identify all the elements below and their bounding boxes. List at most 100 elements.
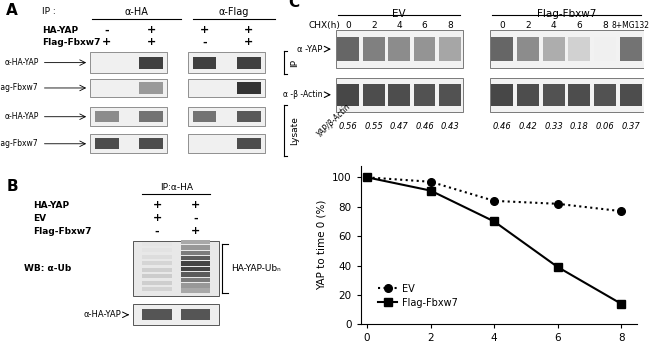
Text: +: + <box>200 26 209 36</box>
Text: 0.46: 0.46 <box>415 122 434 131</box>
Bar <box>181 278 210 282</box>
Text: YAP/β-Actin: YAP/β-Actin <box>315 101 353 139</box>
Bar <box>181 256 210 260</box>
Text: +: + <box>244 37 254 47</box>
Text: EV: EV <box>393 9 406 19</box>
Bar <box>237 138 261 149</box>
Flag-Fbxw7 <box>554 265 562 269</box>
Bar <box>181 250 210 255</box>
Text: +: + <box>146 37 156 47</box>
Bar <box>142 281 172 285</box>
Text: 2: 2 <box>525 21 531 30</box>
Bar <box>192 57 216 69</box>
Text: B: B <box>6 179 18 194</box>
Text: IP:α-HA: IP:α-HA <box>160 183 193 192</box>
Bar <box>543 37 565 61</box>
Flag-Fbxw7 <box>363 175 371 179</box>
Text: +: + <box>191 200 200 210</box>
Bar <box>90 107 168 126</box>
Bar <box>237 82 261 93</box>
Text: IP :: IP : <box>42 7 55 17</box>
Text: 2: 2 <box>371 21 376 30</box>
Bar <box>414 37 436 61</box>
Text: HA-YAP-Ubₙ: HA-YAP-Ubₙ <box>231 264 281 273</box>
Bar <box>139 138 163 149</box>
Y-axis label: YAP to time 0 (%): YAP to time 0 (%) <box>317 200 326 290</box>
Bar <box>142 274 172 278</box>
Text: A: A <box>6 3 18 18</box>
Bar <box>181 240 210 244</box>
Text: 0.46: 0.46 <box>493 122 512 131</box>
Bar <box>90 52 168 73</box>
Bar <box>335 78 463 112</box>
Bar <box>237 111 261 122</box>
Text: 8: 8 <box>447 21 453 30</box>
Bar <box>335 30 463 68</box>
Bar <box>181 245 210 250</box>
Text: 8: 8 <box>602 21 608 30</box>
Bar <box>363 37 385 61</box>
Bar <box>363 84 385 106</box>
Text: 6: 6 <box>577 21 582 30</box>
Text: 0.47: 0.47 <box>390 122 408 131</box>
Text: 0: 0 <box>345 21 351 30</box>
Text: -: - <box>155 226 159 236</box>
Text: 0.43: 0.43 <box>441 122 460 131</box>
Text: 0.06: 0.06 <box>595 122 614 131</box>
Text: HA-YAP: HA-YAP <box>42 26 78 35</box>
Flag-Fbxw7 <box>490 219 498 224</box>
Bar <box>139 57 163 69</box>
Bar <box>517 84 539 106</box>
EV <box>554 202 562 206</box>
Bar <box>142 268 172 272</box>
Text: -: - <box>202 37 207 47</box>
Text: WB: α-Ub: WB: α-Ub <box>24 264 72 273</box>
Bar <box>142 261 172 265</box>
Bar <box>569 37 590 61</box>
Line: Flag-Fbxw7: Flag-Fbxw7 <box>363 174 625 307</box>
Text: -: - <box>193 213 198 223</box>
Text: 4: 4 <box>396 21 402 30</box>
Bar <box>337 37 359 61</box>
Text: 4: 4 <box>551 21 556 30</box>
Text: α -β -Actin: α -β -Actin <box>283 90 322 99</box>
EV <box>363 175 371 179</box>
Bar <box>569 84 590 106</box>
Bar <box>594 37 616 61</box>
Bar <box>181 272 210 277</box>
Text: 0.42: 0.42 <box>519 122 538 131</box>
Text: -: - <box>105 26 109 36</box>
Bar <box>619 37 642 61</box>
Bar <box>517 37 539 61</box>
Bar <box>139 82 163 93</box>
Bar <box>491 37 514 61</box>
Text: EV: EV <box>32 214 46 223</box>
Bar <box>489 30 644 68</box>
Text: Flag-Fbxw7: Flag-Fbxw7 <box>32 227 91 236</box>
Bar <box>439 37 461 61</box>
Legend: EV, Flag-Fbxw7: EV, Flag-Fbxw7 <box>374 280 462 312</box>
Bar <box>543 84 565 106</box>
Bar <box>192 111 216 122</box>
Bar <box>619 84 642 106</box>
Text: Flag-Fbxw7: Flag-Fbxw7 <box>42 38 100 47</box>
Bar <box>90 135 168 153</box>
Bar <box>133 241 219 296</box>
Text: 0.55: 0.55 <box>364 122 383 131</box>
Bar <box>181 288 210 293</box>
Text: +: + <box>244 26 254 36</box>
Bar <box>142 255 172 259</box>
Text: α-Flag-Fbxw7: α-Flag-Fbxw7 <box>0 83 39 92</box>
Text: +: + <box>146 26 156 36</box>
Bar <box>188 135 265 153</box>
Text: Lysate: Lysate <box>290 116 299 145</box>
Bar <box>414 84 436 106</box>
Text: 0: 0 <box>499 21 505 30</box>
Bar <box>439 84 461 106</box>
Bar <box>133 304 219 325</box>
Bar <box>237 57 261 69</box>
Text: 8+MG132: 8+MG132 <box>612 21 649 30</box>
Line: EV: EV <box>363 174 625 215</box>
Text: α-Flag: α-Flag <box>219 7 249 17</box>
Text: +: + <box>152 213 162 223</box>
